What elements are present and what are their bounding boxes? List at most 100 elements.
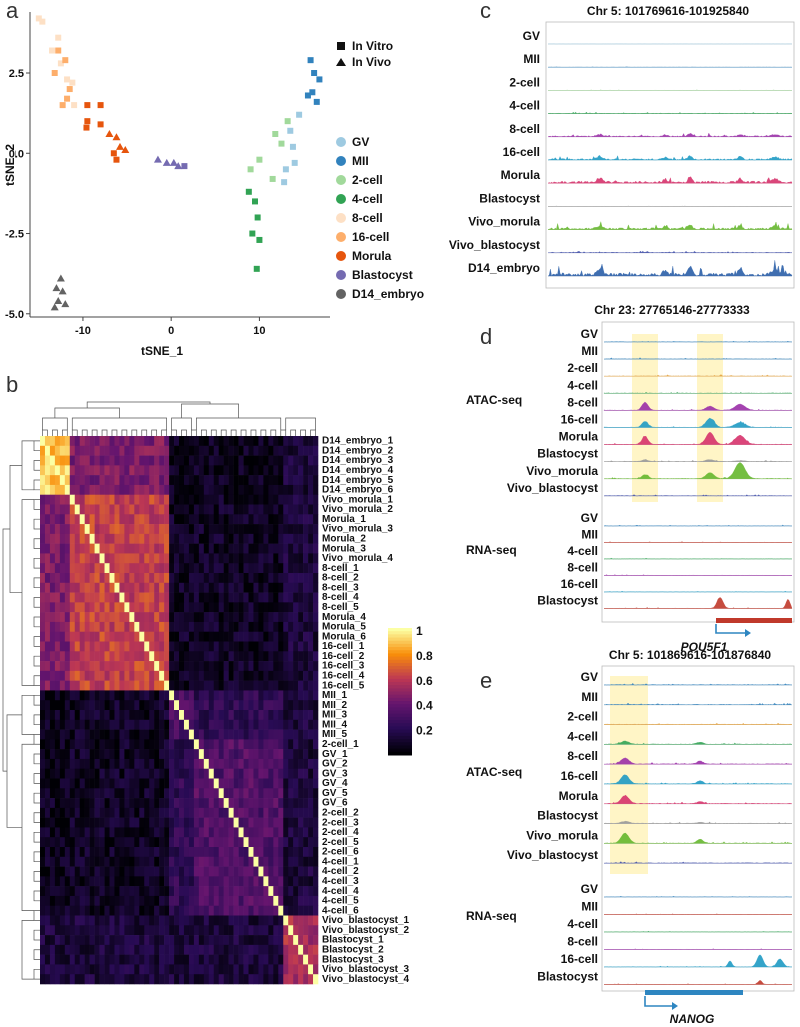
b-heatmap-cell — [223, 954, 229, 965]
b-heatmap-cell — [139, 475, 145, 486]
b-heatmap-cell — [203, 563, 210, 574]
b-heatmap-cell — [208, 504, 215, 515]
b-heatmap-cell — [94, 641, 100, 652]
b-heatmap-cell — [253, 602, 259, 613]
a-point-square — [289, 143, 296, 150]
b-heatmap-cell — [298, 533, 304, 544]
b-heatmap-cell — [268, 661, 274, 672]
b-heatmap-cell — [89, 661, 95, 672]
e-atac-track-signal — [603, 740, 793, 745]
b-heatmap-cell — [313, 465, 319, 476]
b-colorbar-swatch — [388, 672, 412, 677]
b-heatmap-cell — [94, 935, 100, 946]
b-heatmap-cell — [243, 514, 249, 525]
b-colorbar-swatch — [388, 729, 412, 734]
b-heatmap-cell — [208, 514, 215, 525]
a-point-square — [97, 102, 104, 109]
b-heatmap-cell — [139, 582, 145, 593]
b-heatmap-cell — [198, 758, 205, 770]
b-heatmap-cell — [233, 974, 239, 985]
b-heatmap-cell — [40, 954, 46, 965]
b-heatmap-cell — [169, 602, 175, 613]
b-dendro-branch — [42, 417, 68, 430]
b-heatmap-cell — [193, 895, 200, 907]
b-heatmap-cell — [94, 651, 100, 662]
b-heatmap-cell — [288, 768, 294, 779]
b-heatmap-cell — [79, 798, 85, 809]
b-heatmap-cell — [273, 670, 279, 681]
b-heatmap-cell — [243, 837, 249, 848]
b-heatmap-cell — [188, 837, 195, 848]
a-point-triangle — [153, 155, 162, 163]
c-track-signal — [547, 132, 793, 138]
b-heatmap-cell — [174, 964, 180, 975]
b-heatmap-cell — [144, 807, 150, 818]
b-heatmap-cell — [149, 925, 155, 936]
b-heatmap-cell — [94, 504, 100, 515]
b-heatmap-cell — [154, 925, 160, 936]
a-point-square — [64, 76, 71, 83]
b-heatmap-cell — [119, 935, 125, 946]
b-heatmap-cell — [208, 670, 215, 681]
b-heatmap-cell — [293, 827, 299, 838]
b-heatmap-cell — [84, 876, 90, 887]
b-heatmap-cell — [144, 719, 150, 730]
b-heatmap-cell — [203, 788, 210, 799]
b-heatmap-cell — [174, 847, 180, 858]
b-heatmap-cell — [169, 641, 175, 652]
b-heatmap-cell — [89, 729, 95, 740]
b-heatmap-cell — [44, 768, 51, 779]
b-heatmap-cell — [258, 729, 264, 740]
b-heatmap-cell — [253, 533, 259, 544]
b-heatmap-cell — [183, 680, 190, 691]
b-heatmap-cell — [223, 847, 229, 858]
b-heatmap-cell — [278, 778, 284, 789]
b-heatmap-cell — [253, 827, 259, 838]
b-heatmap-cell — [84, 719, 90, 730]
b-heatmap-cell — [298, 876, 304, 887]
b-heatmap-cell — [54, 533, 61, 544]
b-heatmap-cell — [179, 719, 185, 730]
b-heatmap-cell — [159, 778, 165, 789]
b-heatmap-cell — [89, 876, 95, 887]
b-heatmap-cell — [139, 866, 145, 877]
b-heatmap-cell — [288, 798, 294, 809]
b-heatmap-cell — [293, 905, 299, 916]
b-heatmap-cell — [74, 484, 81, 496]
b-heatmap-cell — [243, 455, 249, 466]
d-rna-label: RNA-seq — [466, 543, 517, 557]
b-heatmap-cell — [253, 954, 259, 965]
b-heatmap-cell — [228, 524, 234, 535]
b-heatmap-cell — [94, 436, 100, 447]
b-heatmap-cell — [268, 475, 274, 486]
b-heatmap-cell — [144, 944, 150, 955]
b-heatmap-cell — [293, 524, 299, 535]
b-heatmap-cell — [154, 974, 160, 985]
b-heatmap-cell — [174, 866, 180, 877]
b-heatmap-cell — [169, 758, 175, 770]
b-heatmap-cell — [283, 719, 289, 730]
b-heatmap-cell — [218, 680, 224, 691]
b-heatmap-cell — [308, 670, 314, 681]
b-heatmap-cell — [228, 817, 234, 828]
b-heatmap-cell — [59, 631, 66, 642]
b-heatmap-cell — [293, 573, 299, 584]
b-heatmap-cell — [213, 788, 220, 799]
b-heatmap-cell — [154, 631, 160, 642]
b-heatmap-cell — [198, 905, 205, 916]
b-heatmap-cell — [114, 533, 120, 544]
b-dendro-branch — [33, 655, 40, 667]
b-heatmap-cell — [174, 739, 180, 750]
b-heatmap-cell — [263, 758, 269, 770]
b-heatmap-cell — [174, 905, 180, 916]
b-heatmap-cell — [293, 944, 299, 955]
b-heatmap-cell — [228, 886, 234, 897]
b-heatmap-cell — [79, 856, 85, 867]
b-heatmap-cell — [283, 954, 289, 965]
b-heatmap-cell — [248, 582, 254, 593]
b-heatmap-cell — [144, 974, 150, 985]
b-heatmap-cell — [208, 543, 215, 554]
b-heatmap-cell — [228, 690, 234, 701]
b-heatmap-cell — [208, 925, 215, 936]
b-heatmap-cell — [233, 935, 239, 946]
